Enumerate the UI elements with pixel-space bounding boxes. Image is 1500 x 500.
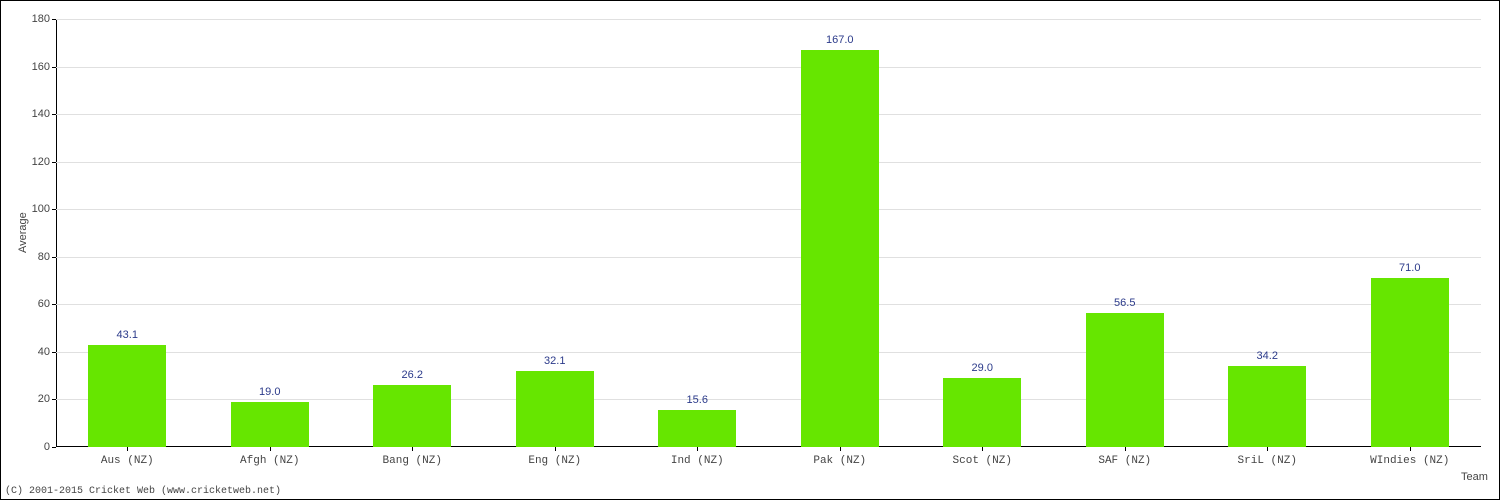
x-tick-label: Eng (NZ)	[528, 455, 581, 467]
y-tick-label: 100	[32, 203, 50, 215]
bar-value-label: 56.5	[1114, 297, 1135, 309]
bar-value-label: 71.0	[1399, 262, 1420, 274]
y-tick-label: 0	[44, 441, 50, 453]
bar: 71.0	[1371, 278, 1449, 447]
bar-value-label: 19.0	[259, 386, 280, 398]
y-tick-mark	[52, 209, 56, 210]
bar-value-label: 167.0	[826, 34, 854, 46]
y-tick-mark	[52, 162, 56, 163]
gridline	[56, 257, 1481, 258]
bar: 167.0	[801, 50, 879, 447]
gridline	[56, 114, 1481, 115]
bar: 32.1	[516, 371, 594, 447]
y-tick-label: 160	[32, 61, 50, 73]
x-tick-mark	[840, 447, 841, 451]
y-tick-label: 40	[38, 346, 50, 358]
bar-value-label: 34.2	[1257, 350, 1278, 362]
y-axis-line	[56, 19, 57, 447]
x-tick-mark	[412, 447, 413, 451]
x-tick-label: Aus (NZ)	[101, 455, 154, 467]
y-tick-mark	[52, 67, 56, 68]
gridline	[56, 209, 1481, 210]
x-tick-label: WIndies (NZ)	[1370, 455, 1449, 467]
y-tick-mark	[52, 19, 56, 20]
bar-value-label: 29.0	[972, 362, 993, 374]
y-tick-mark	[52, 304, 56, 305]
x-tick-label: Bang (NZ)	[383, 455, 442, 467]
x-tick-mark	[1410, 447, 1411, 451]
x-tick-label: SriL (NZ)	[1238, 455, 1297, 467]
x-tick-mark	[697, 447, 698, 451]
x-tick-label: Scot (NZ)	[953, 455, 1012, 467]
bar: 26.2	[373, 385, 451, 447]
gridline	[56, 19, 1481, 20]
chart-container: 0 20 40 60 80 100 120 140 160 180 43.1 Aus (NZ) 19.0…	[0, 0, 1500, 500]
x-tick-mark	[1267, 447, 1268, 451]
y-tick-mark	[52, 447, 56, 448]
bar: 19.0	[231, 402, 309, 447]
copyright-text: (C) 2001-2015 Cricket Web (www.cricketwe…	[5, 486, 281, 497]
bar: 29.0	[943, 378, 1021, 447]
x-tick-mark	[1125, 447, 1126, 451]
y-tick-mark	[52, 352, 56, 353]
x-tick-mark	[270, 447, 271, 451]
y-tick-label: 60	[38, 298, 50, 310]
bar-value-label: 32.1	[544, 355, 565, 367]
bar: 43.1	[88, 345, 166, 447]
y-tick-label: 120	[32, 156, 50, 168]
bar-value-label: 26.2	[402, 369, 423, 381]
y-tick-label: 140	[32, 108, 50, 120]
bar: 15.6	[658, 410, 736, 447]
gridline	[56, 67, 1481, 68]
gridline	[56, 162, 1481, 163]
x-tick-label: SAF (NZ)	[1098, 455, 1151, 467]
y-tick-mark	[52, 399, 56, 400]
x-tick-label: Pak (NZ)	[813, 455, 866, 467]
bar: 34.2	[1228, 366, 1306, 447]
y-tick-label: 180	[32, 13, 50, 25]
x-tick-label: Afgh (NZ)	[240, 455, 299, 467]
y-tick-mark	[52, 257, 56, 258]
bar-value-label: 43.1	[117, 329, 138, 341]
x-tick-label: Ind (NZ)	[671, 455, 724, 467]
bar-value-label: 15.6	[687, 394, 708, 406]
plot-area: 02040608010012014016018043.1Aus (NZ)19.0…	[56, 19, 1481, 447]
x-tick-mark	[555, 447, 556, 451]
gridline	[56, 304, 1481, 305]
x-tick-mark	[127, 447, 128, 451]
bar: 56.5	[1086, 313, 1164, 447]
y-tick-label: 80	[38, 251, 50, 263]
y-axis-title: Average	[17, 212, 29, 253]
y-tick-label: 20	[38, 393, 50, 405]
x-axis-title: Team	[1461, 471, 1488, 483]
x-tick-mark	[982, 447, 983, 451]
y-tick-mark	[52, 114, 56, 115]
